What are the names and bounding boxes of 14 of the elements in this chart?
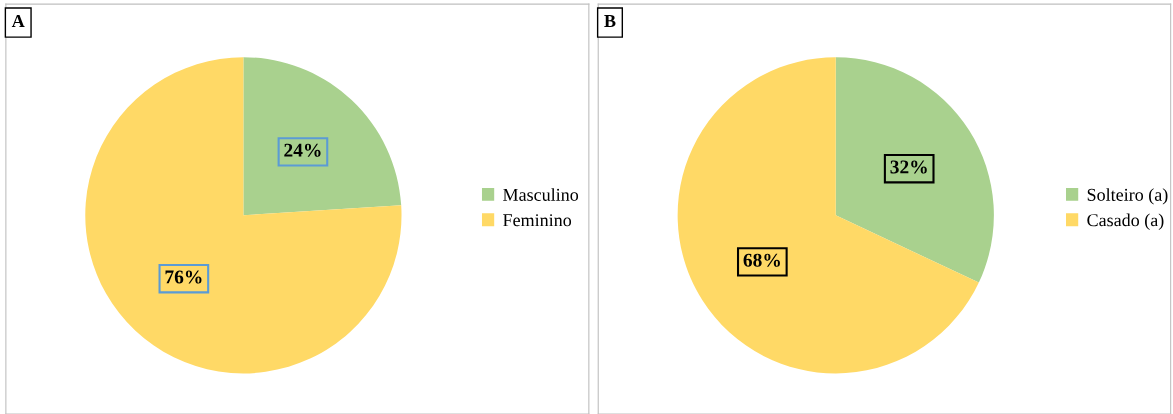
legend-label: Masculino [503,188,579,201]
legend-label: Feminino [503,214,572,227]
pie-slice [677,57,979,374]
chart-title: B [604,15,616,27]
legend-label: Solteiro (a) [1087,188,1168,205]
data-label: 32% [890,160,927,174]
data-label: 68% [743,253,780,267]
data-label: 24% [284,143,321,157]
pie-slice [243,57,402,216]
chart-title: A [11,15,25,27]
pie-slice [85,57,402,374]
legend-label: Casado (a) [1087,213,1164,230]
pie-slice [835,57,994,283]
data-label: 76% [165,270,202,284]
